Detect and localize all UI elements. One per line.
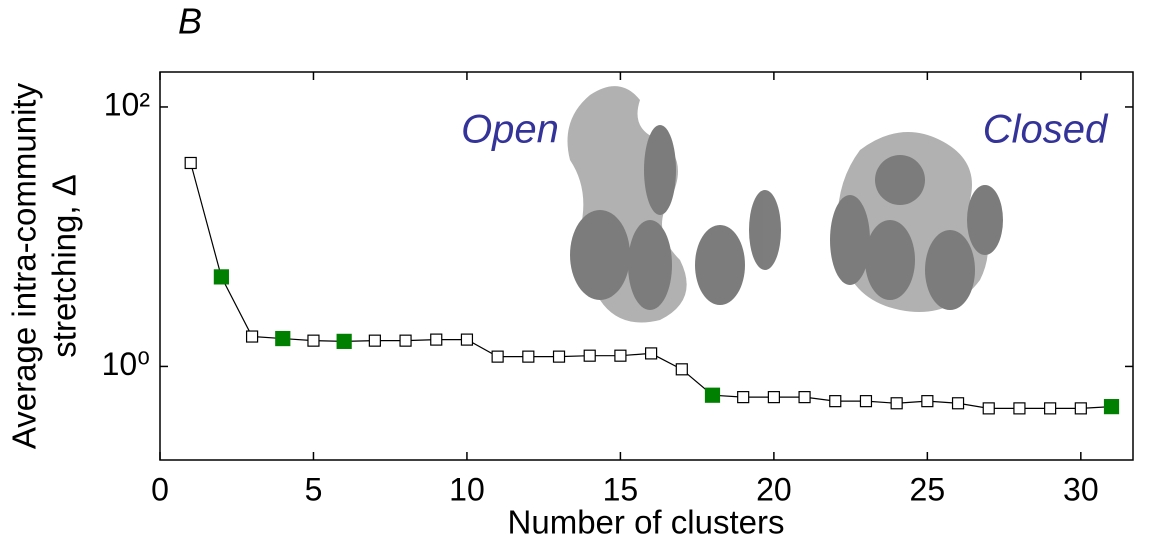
data-marker [368,334,381,347]
data-marker [675,363,688,376]
plot-frame [159,71,1134,461]
y-axis-label: stretching, Δ [46,174,83,357]
y-tick-label: 10² [104,86,151,122]
data-marker [307,334,320,347]
data-marker [982,402,995,415]
protein-open [567,86,781,323]
x-tick-label: 30 [1063,471,1099,507]
data-marker [951,397,965,410]
annotation: Closed [983,108,1109,152]
data-marker [522,350,535,363]
data-marker [460,333,474,346]
protein-closed [830,132,1003,312]
data-marker [1074,402,1087,415]
data-marker [798,391,811,404]
data-marker [1013,402,1026,415]
data-marker [275,330,291,347]
data-marker [890,397,903,410]
data-marker [399,334,412,347]
x-tick-label: 5 [305,471,323,507]
x-tick-label: 20 [756,471,792,507]
annotation: Open [461,108,559,152]
x-axis-label: Number of clusters [508,504,785,541]
data-marker [645,347,658,360]
x-tick-label: 10 [449,471,485,507]
data-marker [614,349,627,362]
data-marker [829,395,842,408]
x-tick-label: 15 [603,471,639,507]
data-marker [491,350,504,363]
data-marker [1044,402,1057,415]
panel-label: B [178,1,202,42]
x-tick-label: 25 [910,471,946,507]
data-marker [245,330,259,343]
y-axis-label: Average intra-community [6,82,43,449]
data-marker [552,350,566,363]
data-marker [583,349,596,362]
data-marker [704,387,721,403]
data-marker [213,269,229,285]
data-marker [859,395,873,408]
data-marker [336,333,352,349]
data-marker [184,156,197,170]
data-marker [921,395,934,408]
x-tick-label: 0 [151,471,169,507]
data-marker [767,391,780,404]
y-tick-label: 10⁰ [102,346,150,382]
data-marker [1103,399,1120,415]
data-marker [430,333,443,346]
data-marker [737,391,750,404]
